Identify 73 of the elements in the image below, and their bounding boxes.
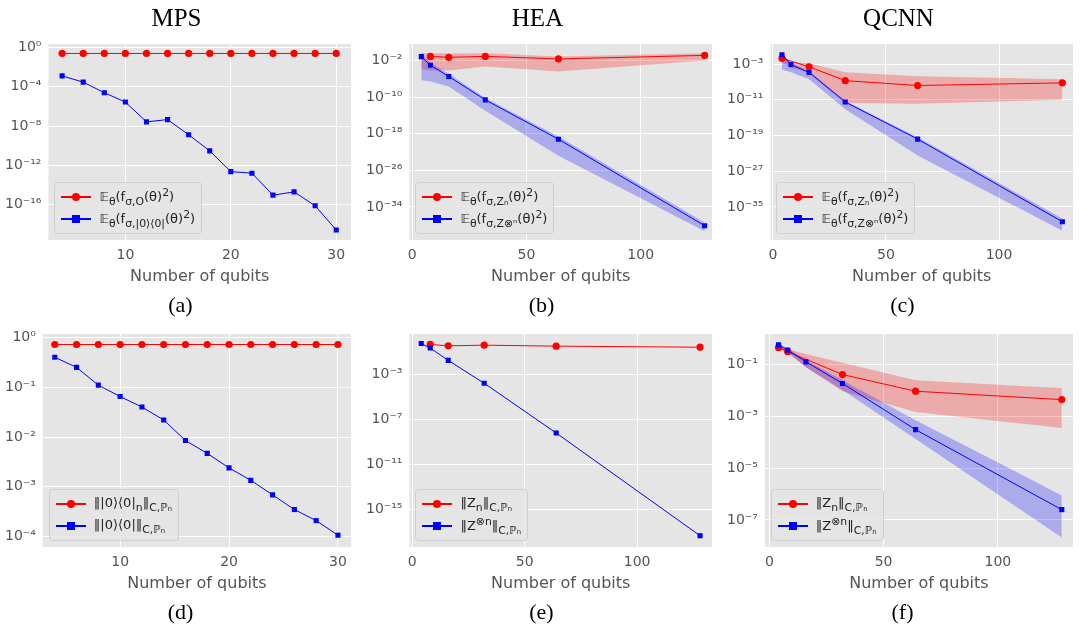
y-tick-label: 10⁰ (17, 38, 42, 55)
x-tick-label: 0 (764, 553, 774, 570)
x-tick-label: 100 (985, 246, 1013, 263)
x-tick-label: 20 (221, 246, 240, 263)
x-tick-label: 10 (111, 553, 130, 570)
y-tick-label: 10⁻¹² (4, 156, 42, 173)
x-axis-title: Number of qubits (491, 572, 631, 592)
x-axis-title: Number of qubits (127, 572, 267, 592)
y-tick-label: 10⁻¹¹ (365, 455, 403, 472)
x-tick-label: 0 (768, 246, 778, 263)
y-tick-label: 10⁻²⁷ (726, 161, 764, 178)
legend-label: 𝔼$_{θ}$(f$_{σ,O}$(θ)$^{2}$) (99, 186, 175, 208)
legend-label: ‖|0⟩⟨0|$_{n}$‖$_{C,ℙₙ}$ (93, 494, 173, 514)
x-tick-label: 10 (116, 246, 135, 263)
y-tick-label: 10⁻³⁵ (726, 197, 764, 214)
text: (f) (890, 599, 915, 625)
legend-label: ‖Z$^{⊗n}$‖$_{C,ℙₙ}$ (815, 515, 877, 537)
legend-label: ‖|0⟩⟨0|‖$_{C,ℙₙ}$ (93, 516, 166, 536)
legend-label: ‖Z$_{n}$‖$_{C,ℙₙ}$ (460, 494, 513, 514)
text: (a) (167, 292, 194, 318)
text: (b) (527, 292, 556, 318)
y-tick-label: 10⁻¹¹ (726, 90, 764, 107)
x-tick-label: 50 (515, 553, 534, 570)
x-tick-label: 50 (877, 246, 895, 263)
y-tick-label: 10⁻³ (726, 407, 758, 424)
y-tick-label: 10⁻⁵ (726, 458, 758, 475)
y-tick-label: 10⁻³ (371, 364, 403, 381)
legend-label: 𝔼$_{θ}$(f$_{σ,Zₙ}$(θ)$^{2}$) (460, 186, 539, 208)
text: (c) (889, 292, 916, 318)
y-tick-label: 10⁻⁴ (10, 77, 42, 94)
x-axis-title: Number of qubits (852, 265, 992, 285)
x-axis-title: Number of qubits (130, 265, 270, 285)
legend-label: ‖Z$_{n}$‖$_{C,ℙₙ}$ (815, 494, 868, 514)
y-tick-label: 10⁻² (371, 51, 403, 68)
y-tick-label: 10⁻⁷ (371, 410, 403, 427)
y-tick-label: 10⁻¹⁰ (365, 87, 403, 104)
chart-title: MPS (151, 3, 202, 31)
y-tick-label: 10⁻³ (4, 477, 36, 494)
x-tick-label: 20 (220, 553, 238, 570)
y-tick-label: 10⁻³⁴ (365, 197, 403, 214)
y-tick-label: 10⁻³ (732, 54, 764, 71)
x-tick-label: 30 (327, 246, 346, 263)
x-axis-title: Number of qubits (849, 572, 989, 592)
y-tick-label: 10⁻¹⁵ (365, 500, 403, 517)
x-tick-label: 0 (407, 553, 417, 570)
y-tick-label: 10⁻²⁶ (365, 160, 403, 177)
legend-label: 𝔼$_{θ}$(f$_{σ,Zₙ}$(θ)$^{2}$) (821, 186, 900, 208)
text: (d) (166, 599, 195, 625)
chart-title: QCNN (863, 3, 934, 31)
x-tick-label: 30 (329, 553, 347, 570)
y-tick-label: 10⁻⁷ (726, 510, 758, 527)
y-tick-label: 10⁻⁴ (4, 527, 37, 544)
y-tick-label: 10⁻⁸ (10, 116, 42, 133)
y-tick-label: 10⁻¹⁶ (4, 195, 42, 212)
y-tick-label: 10⁻¹ (4, 377, 36, 394)
x-tick-label: 100 (623, 553, 651, 570)
y-tick-label: 10⁻¹ (726, 355, 758, 372)
chart-title: HEA (511, 3, 564, 31)
x-tick-label: 50 (874, 553, 893, 570)
legend-label: ‖Z$^{⊗n}$‖$_{C,ℙₙ}$ (460, 515, 522, 537)
x-tick-label: 100 (627, 246, 655, 263)
x-tick-label: 100 (984, 553, 1012, 570)
text: (e) (528, 599, 555, 625)
legend-label: 𝔼$_{θ}$(f$_{σ,|0⟩⟨0|}$(θ)$^{2}$) (99, 208, 196, 230)
x-tick-label: 0 (407, 246, 417, 263)
y-tick-label: 10⁻¹⁹ (726, 126, 764, 143)
y-tick-label: 10⁻¹⁸ (365, 124, 403, 141)
y-tick-label: 10⁰ (12, 328, 37, 345)
legend-label: 𝔼$_{θ}$(f$_{σ,Z⊗ⁿ}$(θ)$^{2}$) (460, 208, 548, 230)
legend-label: 𝔼$_{θ}$(f$_{σ,Z⊗ⁿ}$(θ)$^{2}$) (821, 208, 909, 230)
x-axis-title: Number of qubits (491, 265, 631, 285)
x-tick-label: 50 (517, 246, 536, 263)
y-tick-label: 10⁻² (4, 427, 36, 444)
